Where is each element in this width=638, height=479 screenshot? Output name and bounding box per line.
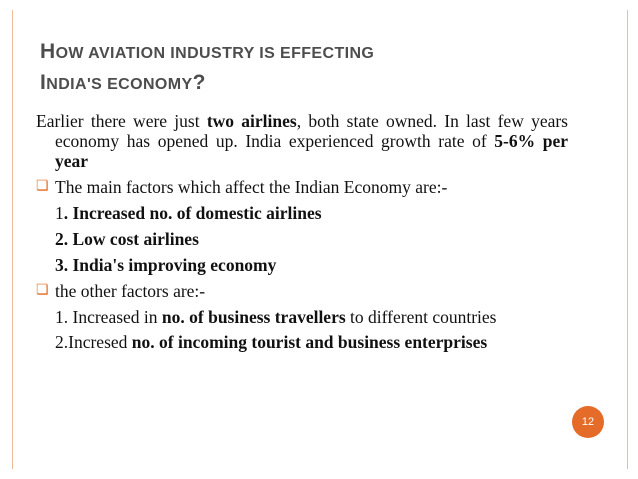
slide-frame: [12, 10, 628, 469]
other-factor-item: 1. Increased in no. of business travelle…: [36, 307, 568, 327]
checkbox-square-icon: ❏: [36, 179, 49, 194]
title-text: NDIA'S ECONOMY: [46, 76, 193, 93]
factor-number: 1: [55, 203, 64, 223]
intro-text: Earlier there were just: [36, 111, 207, 131]
factor-text: 2. Low cost airlines: [55, 229, 199, 249]
factor-item: 2. Low cost airlines: [36, 229, 568, 249]
factor-text: . Increased no. of domestic airlines: [63, 203, 322, 223]
intro-bold: 5-6% per year: [55, 131, 568, 171]
title-line-2: INDIA'S ECONOMY?: [40, 68, 580, 99]
title-line-1: HOW AVIATION INDUSTRY IS EFFECTING: [40, 37, 580, 68]
intro-bold: two airlines: [206, 111, 297, 131]
checkbox-square-icon: ❏: [36, 283, 49, 298]
factor-item: 1. Increased no. of domestic airlines: [36, 203, 568, 223]
page-number-badge: 12: [572, 406, 604, 438]
intro-paragraph: Earlier there were just two airlines, bo…: [36, 111, 568, 171]
other-factor-text: to different countries: [345, 307, 497, 327]
other-factor-text: 2.Incresed: [55, 332, 132, 352]
title-text: OW AVIATION INDUSTRY IS EFFECTING: [55, 45, 375, 62]
other-factor-bold: no. of business travellers: [161, 307, 346, 327]
intro-text: , both state owned. In last few years ec…: [55, 111, 568, 151]
bullet-item: ❏ the other factors are:-: [36, 281, 568, 301]
other-factor-bold: no. of incoming tourist and business ent…: [131, 332, 488, 352]
title-initial: H: [40, 40, 56, 63]
factor-text: 3. India's improving economy: [55, 255, 277, 275]
factor-item: 3. India's improving economy: [36, 255, 568, 275]
title-question-mark: ?: [192, 71, 206, 94]
slide-body: Earlier there were just two airlines, bo…: [36, 111, 568, 352]
other-factor-text: 1. Increased in: [55, 307, 162, 327]
slide-title: HOW AVIATION INDUSTRY IS EFFECTING INDIA…: [40, 37, 580, 99]
other-factor-item: 2.Incresed no. of incoming tourist and b…: [36, 332, 568, 352]
bullet-text: the other factors are:-: [55, 281, 206, 301]
title-initial: I: [40, 71, 47, 94]
bullet-item: ❏ The main factors which affect the Indi…: [36, 177, 568, 197]
bullet-text: The main factors which affect the Indian…: [55, 177, 448, 197]
page-number: 12: [581, 416, 595, 428]
